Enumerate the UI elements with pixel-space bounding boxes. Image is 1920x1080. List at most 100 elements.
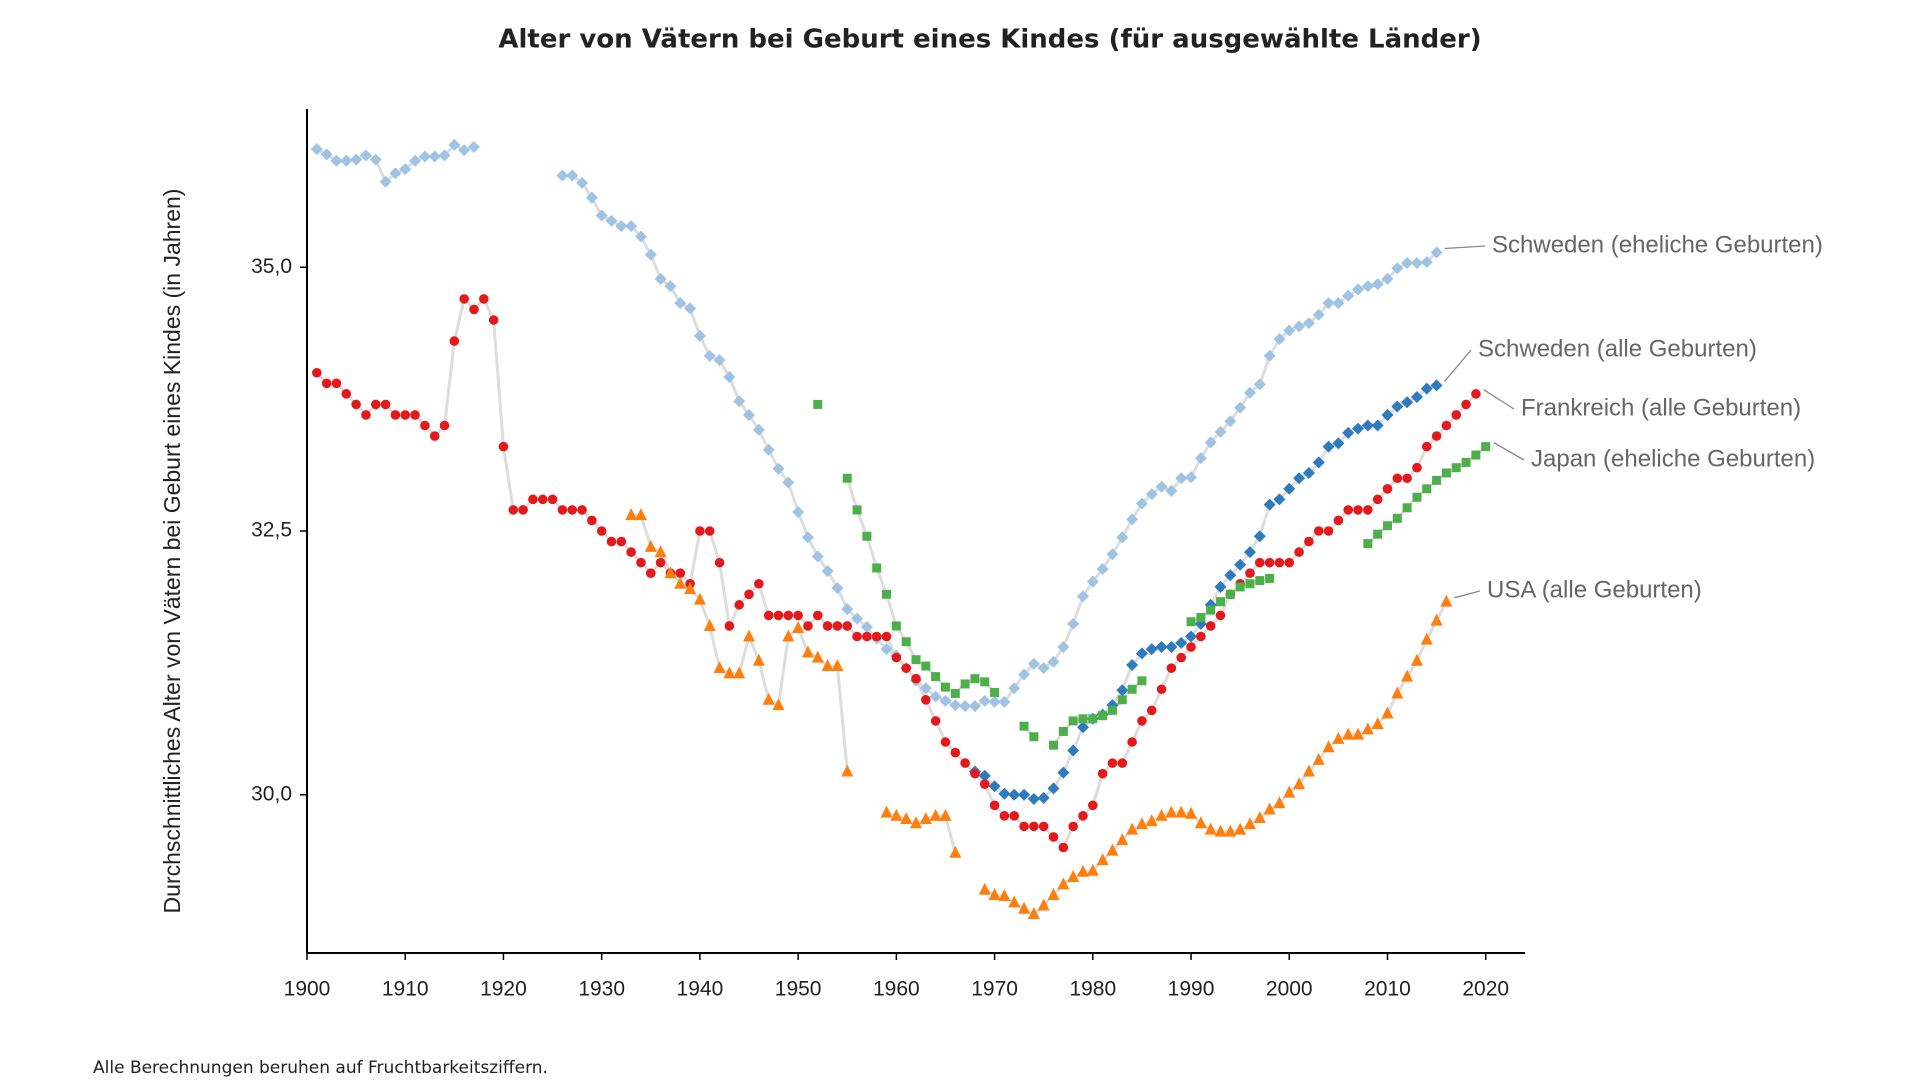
marker [1029, 821, 1039, 832]
marker [1135, 817, 1148, 830]
marker [1302, 466, 1315, 479]
marker [921, 695, 931, 705]
marker [1137, 716, 1147, 726]
marker [821, 565, 834, 578]
marker [714, 557, 725, 568]
marker [703, 349, 716, 362]
marker [616, 536, 627, 547]
marker [566, 169, 579, 182]
marker [459, 294, 469, 304]
marker [537, 494, 548, 505]
marker [793, 610, 803, 621]
marker [911, 673, 921, 684]
marker [1461, 457, 1471, 467]
marker [1037, 791, 1050, 804]
x-tick-label: 1950 [775, 978, 822, 1001]
marker [1254, 557, 1265, 568]
marker [939, 694, 952, 707]
marker [420, 420, 430, 431]
marker [684, 302, 697, 315]
marker [929, 808, 942, 821]
marker [704, 526, 715, 536]
marker [1029, 732, 1039, 742]
marker [400, 410, 411, 420]
marker [980, 677, 990, 687]
marker [911, 655, 921, 665]
marker [1293, 777, 1306, 790]
marker [801, 531, 814, 544]
marker [1106, 548, 1119, 561]
marker [1204, 822, 1217, 835]
marker [1253, 810, 1266, 823]
marker [390, 410, 401, 420]
marker [409, 154, 422, 167]
marker [988, 780, 1001, 793]
marker [1243, 817, 1256, 830]
marker [576, 176, 589, 189]
series-line [631, 513, 1448, 916]
marker [890, 808, 903, 821]
series-line [845, 445, 1487, 747]
marker [636, 557, 646, 568]
marker [341, 389, 352, 399]
marker [1332, 437, 1345, 450]
marker [1422, 484, 1432, 494]
marker [939, 808, 952, 821]
marker [1392, 473, 1403, 484]
label-leader [1493, 442, 1525, 461]
marker [1098, 711, 1108, 721]
marker [625, 220, 638, 233]
marker [312, 367, 322, 378]
marker [1214, 580, 1227, 593]
marker [1194, 452, 1207, 465]
marker [1126, 513, 1139, 526]
marker [1441, 420, 1452, 431]
marker [1293, 472, 1306, 485]
marker [528, 494, 538, 505]
marker [1224, 569, 1237, 582]
marker [1381, 408, 1394, 421]
marker [693, 592, 706, 605]
marker [595, 209, 608, 222]
marker [1461, 399, 1471, 410]
marker [901, 663, 911, 673]
marker [1145, 814, 1158, 827]
marker [351, 399, 361, 410]
marker [1135, 647, 1148, 660]
marker [1283, 324, 1296, 337]
marker [1076, 864, 1089, 877]
label-leader [1483, 389, 1515, 410]
marker [744, 589, 754, 600]
marker [654, 272, 667, 285]
marker [860, 621, 873, 634]
marker [380, 399, 391, 410]
x-tick-label: 1980 [1069, 978, 1116, 1001]
marker [1302, 764, 1315, 777]
marker [792, 506, 805, 519]
marker [1372, 494, 1383, 505]
marker [488, 315, 499, 325]
marker [734, 600, 744, 610]
marker [901, 637, 911, 647]
label-leader [1444, 349, 1472, 382]
series-label: Frankreich (alle Geburten) [1521, 394, 1801, 421]
marker [438, 149, 451, 162]
marker [379, 175, 392, 188]
marker [842, 621, 853, 631]
marker [1224, 824, 1237, 837]
marker [724, 621, 735, 631]
marker [1234, 558, 1247, 571]
marker [1401, 257, 1414, 270]
marker [1196, 631, 1206, 642]
marker [399, 163, 412, 176]
marker [852, 505, 862, 515]
marker [1342, 727, 1355, 740]
label-leader [1454, 590, 1481, 599]
marker [634, 508, 647, 521]
marker [1205, 621, 1216, 631]
marker [1137, 676, 1147, 686]
series-label: USA (alle Geburten) [1487, 576, 1702, 603]
series-label: Schweden (eheliche Geburten) [1492, 231, 1823, 258]
marker [1342, 289, 1355, 302]
marker [1088, 800, 1098, 811]
